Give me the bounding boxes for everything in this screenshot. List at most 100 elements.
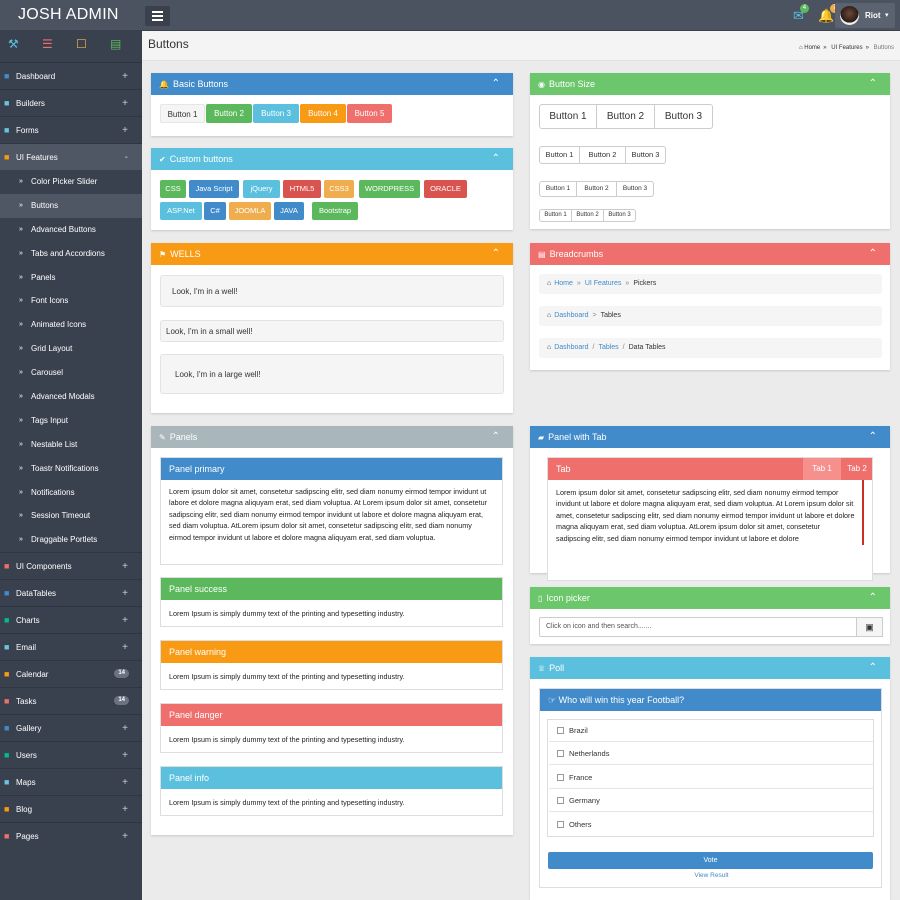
size-button[interactable]: Button 2 xyxy=(597,104,655,129)
breadcrumb-link[interactable]: Tables xyxy=(598,344,619,351)
custom-button[interactable]: ASP.Net xyxy=(160,202,202,220)
chevron-up-icon[interactable]: ⌃ xyxy=(868,431,877,442)
sidebar-item-users[interactable]: ■ Users + xyxy=(0,741,142,768)
size-button[interactable]: Button 1 xyxy=(539,146,580,164)
chevron-up-icon[interactable]: ⌃ xyxy=(868,592,877,603)
custom-button[interactable]: WORDPRESS xyxy=(359,180,420,198)
tab-1[interactable]: Tab 1 xyxy=(803,458,841,480)
sidebar-item-forms[interactable]: ■ Forms + xyxy=(0,116,142,143)
breadcrumb-ui-features[interactable]: UI Features xyxy=(831,45,863,51)
sidebar-subitem[interactable]: » Buttons xyxy=(0,193,142,218)
custom-button[interactable]: jQuery xyxy=(243,180,280,198)
mail-icon[interactable]: ✉ 4 xyxy=(793,4,809,22)
sidebar-item-pages[interactable]: ■ Pages + xyxy=(0,822,142,849)
basic-button[interactable]: Button 2 xyxy=(206,104,252,123)
basic-button[interactable]: Button 4 xyxy=(300,104,346,123)
sidebar-item-blog[interactable]: ■ Blog + xyxy=(0,795,142,822)
sidebar-subitem[interactable]: » Carousel xyxy=(0,361,142,386)
custom-button[interactable]: ORACLE xyxy=(424,180,467,198)
custom-button[interactable]: HTML5 xyxy=(283,180,321,198)
chevron-up-icon[interactable]: ⌃ xyxy=(491,431,500,442)
tab-2[interactable]: Tab 2 xyxy=(847,464,867,473)
breadcrumb-link[interactable]: UI Features xyxy=(584,280,622,287)
custom-button[interactable]: JAVA xyxy=(274,202,304,220)
checkbox[interactable] xyxy=(557,773,564,781)
wrench-icon[interactable]: ⚒ xyxy=(8,37,19,51)
breadcrumb-link[interactable]: Dashboard xyxy=(554,312,589,319)
sidebar-item-builders[interactable]: ■ Builders + xyxy=(0,89,142,116)
breadcrumb-link[interactable]: Dashboard xyxy=(554,344,589,351)
breadcrumb-link[interactable]: Home xyxy=(554,280,573,287)
sidebar-item-dashboard[interactable]: ■ Dashboard + xyxy=(0,62,142,89)
poll-option[interactable]: Others xyxy=(549,813,874,836)
sidebar-subitem[interactable]: » Advanced Buttons xyxy=(0,217,142,242)
poll-option[interactable]: Brazil xyxy=(549,719,874,742)
list-icon[interactable]: ☰ xyxy=(42,37,53,51)
sidebar-item-charts[interactable]: ■ Charts + xyxy=(0,606,142,633)
size-button[interactable]: Button 1 xyxy=(539,181,577,197)
icon-search-input[interactable]: Click on icon and then search....... xyxy=(539,617,857,637)
sidebar-subitem[interactable]: » Grid Layout xyxy=(0,337,142,362)
size-button[interactable]: Button 2 xyxy=(572,209,604,222)
sidebar-subitem[interactable]: » Notifications xyxy=(0,480,142,505)
view-result-link[interactable]: View Result xyxy=(694,872,729,879)
size-button[interactable]: Button 3 xyxy=(604,209,636,222)
bell-icon[interactable]: 🔔 7 xyxy=(818,4,840,22)
checkbox[interactable] xyxy=(557,750,564,758)
sidebar-subitem[interactable]: » Tabs and Accordions xyxy=(0,241,142,266)
sidebar-subitem[interactable]: » Toastr Notifications xyxy=(0,456,142,481)
sidebar-item-ui-components[interactable]: ■ UI Components + xyxy=(0,552,142,579)
basic-button[interactable]: Button 1 xyxy=(160,104,205,123)
sidebar-item-ui-features[interactable]: ■ UI Features - xyxy=(0,143,142,170)
sidebar-subitem[interactable]: » Font Icons xyxy=(0,289,142,314)
sidebar-subitem[interactable]: » Animated Icons xyxy=(0,313,142,338)
chevron-up-icon[interactable]: ⌃ xyxy=(491,153,500,164)
chevron-up-icon[interactable]: ⌃ xyxy=(491,78,500,89)
size-button[interactable]: Button 2 xyxy=(577,181,617,197)
sidebar-subitem[interactable]: » Session Timeout xyxy=(0,504,142,529)
custom-button[interactable]: Bootstrap xyxy=(312,202,358,220)
sidebar-item-calendar[interactable]: ■ Calendar 14 xyxy=(0,660,142,687)
window-icon[interactable]: ▤ xyxy=(110,37,122,51)
menu-toggle-button[interactable] xyxy=(145,6,170,26)
basic-button[interactable]: Button 3 xyxy=(253,104,299,123)
sidebar-subitem[interactable]: » Panels xyxy=(0,265,142,290)
custom-button[interactable]: C# xyxy=(204,202,226,220)
custom-button[interactable]: Java Script xyxy=(189,180,239,198)
vote-button[interactable]: Vote xyxy=(548,852,873,869)
checkbox[interactable] xyxy=(557,820,564,828)
size-button[interactable]: Button 2 xyxy=(580,146,626,164)
sidebar-item-tasks[interactable]: ■ Tasks 14 xyxy=(0,687,142,714)
basic-button[interactable]: Button 5 xyxy=(347,104,392,123)
size-button[interactable]: Button 1 xyxy=(539,104,597,129)
checkbox[interactable] xyxy=(557,797,564,805)
picture-icon[interactable]: ▣ xyxy=(857,617,883,637)
sidebar-subitem[interactable]: » Nestable List xyxy=(0,432,142,457)
size-button[interactable]: Button 1 xyxy=(539,209,572,222)
sidebar-item-maps[interactable]: ■ Maps + xyxy=(0,768,142,795)
chevron-up-icon[interactable]: ⌃ xyxy=(868,248,877,259)
sidebar-item-datatables[interactable]: ■ DataTables + xyxy=(0,579,142,606)
sidebar-item-email[interactable]: ■ Email + xyxy=(0,633,142,660)
custom-button[interactable]: CSS xyxy=(160,180,186,198)
poll-option[interactable]: France xyxy=(549,766,874,789)
app-logo[interactable]: JOSH ADMIN xyxy=(18,6,119,23)
custom-button[interactable]: CSS3 xyxy=(324,180,354,198)
size-button[interactable]: Button 3 xyxy=(655,104,713,129)
user-menu[interactable]: Riot ▾ xyxy=(835,3,895,28)
size-button[interactable]: Button 3 xyxy=(626,146,666,164)
sidebar-subitem[interactable]: » Draggable Portlets xyxy=(0,528,142,553)
chevron-up-icon[interactable]: ⌃ xyxy=(491,248,500,259)
square-icon[interactable]: ☐ xyxy=(76,37,87,51)
sidebar-item-gallery[interactable]: ■ Gallery + xyxy=(0,714,142,741)
checkbox[interactable] xyxy=(557,727,564,734)
custom-button[interactable]: JOOMLA xyxy=(229,202,271,220)
sidebar-subitem[interactable]: » Tags Input xyxy=(0,408,142,433)
chevron-up-icon[interactable]: ⌃ xyxy=(868,78,877,89)
size-button[interactable]: Button 3 xyxy=(617,181,654,197)
breadcrumb-home[interactable]: Home xyxy=(804,45,821,51)
poll-option[interactable]: Netherlands xyxy=(549,742,874,766)
sidebar-subitem[interactable]: » Advanced Modals xyxy=(0,385,142,409)
poll-option[interactable]: Germany xyxy=(549,789,874,813)
chevron-up-icon[interactable]: ⌃ xyxy=(868,662,877,673)
